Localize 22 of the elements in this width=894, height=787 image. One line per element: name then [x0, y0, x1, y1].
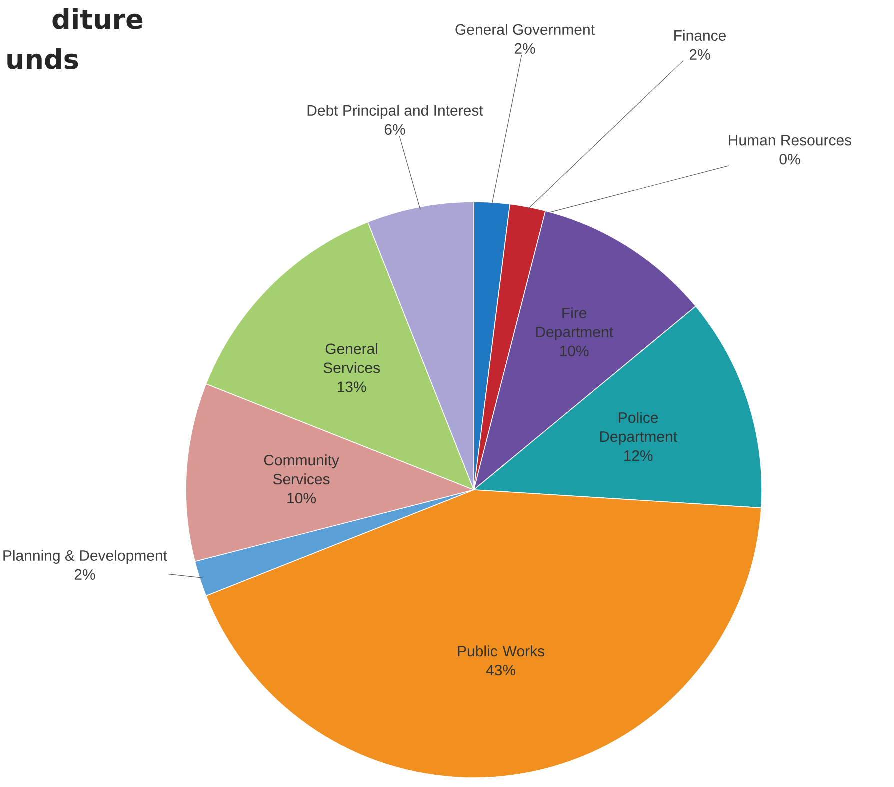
slice-label: Fire Department — [536, 307, 614, 340]
slice-label: General Government — [456, 24, 595, 36]
data-label: 43% — [486, 665, 516, 676]
slice-label: Finance — [674, 30, 726, 42]
slice-label: Community Services — [264, 454, 340, 485]
data-label: 13% — [338, 382, 366, 392]
text: unds — [8, 48, 78, 70]
slice-label: Public Works — [458, 646, 545, 657]
data-label: 2% — [74, 569, 96, 580]
data-label: 2% — [690, 49, 710, 60]
category-label: Human Resources — [729, 135, 852, 146]
slice-label: Debt Principal and Interest — [308, 104, 484, 119]
data-label: 6% — [384, 124, 406, 135]
slice-label: Planning & Development — [4, 550, 168, 564]
data-label: 12% — [624, 450, 653, 462]
slice-label: General Services — [324, 343, 380, 374]
slice-label: Police Department — [600, 412, 678, 446]
chart-title: diture — [52, 8, 143, 30]
data-label: 10% — [560, 346, 589, 356]
text: 0% — [780, 154, 800, 165]
data-label: 2% — [514, 43, 536, 54]
data-label: 10% — [288, 493, 316, 504]
